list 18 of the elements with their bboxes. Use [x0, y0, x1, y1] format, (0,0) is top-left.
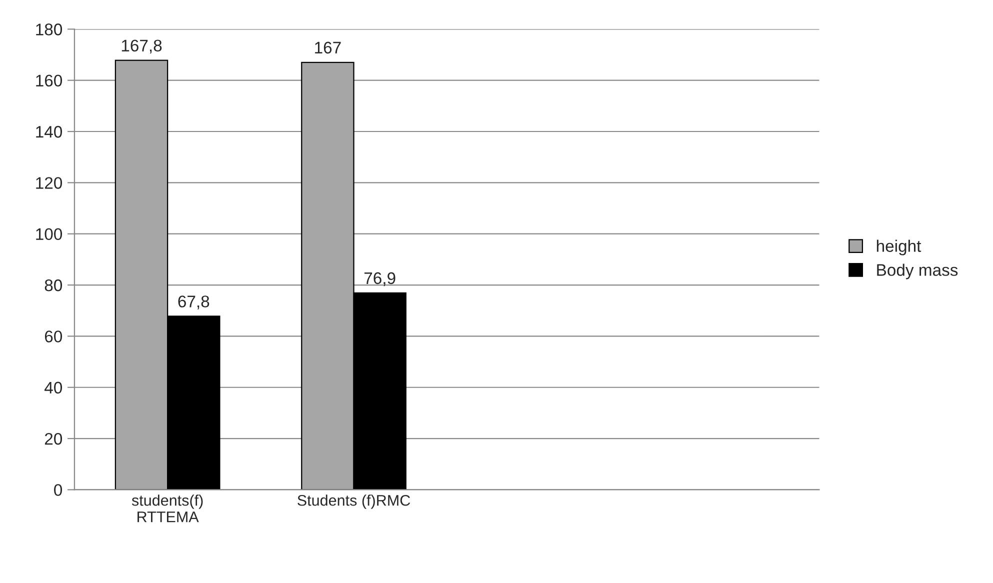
- legend-label: height: [876, 240, 922, 256]
- legend-label: Body mass: [877, 264, 958, 280]
- data-label: 167: [315, 42, 341, 54]
- data-label: 167,8: [122, 40, 162, 54]
- y-tick-label: 20: [44, 432, 62, 445]
- y-tick-label: 100: [36, 228, 62, 240]
- y-tick-label: 140: [36, 126, 62, 138]
- y-tick-label: 40: [44, 382, 62, 394]
- y-tick-label: 120: [36, 177, 62, 189]
- y-tick-label: 180: [36, 24, 62, 36]
- y-tick-label: 80: [44, 279, 62, 292]
- y-tick-label: 160: [36, 74, 62, 87]
- y-tick-label: 0: [54, 484, 62, 496]
- x-tick-label: students(f) RTTEMA: [132, 494, 203, 522]
- data-label: 67,8: [178, 296, 210, 310]
- x-tick-label: Students (f)RMC: [298, 494, 410, 509]
- y-tick-label: 60: [44, 330, 62, 342]
- data-label: 76,9: [364, 272, 396, 286]
